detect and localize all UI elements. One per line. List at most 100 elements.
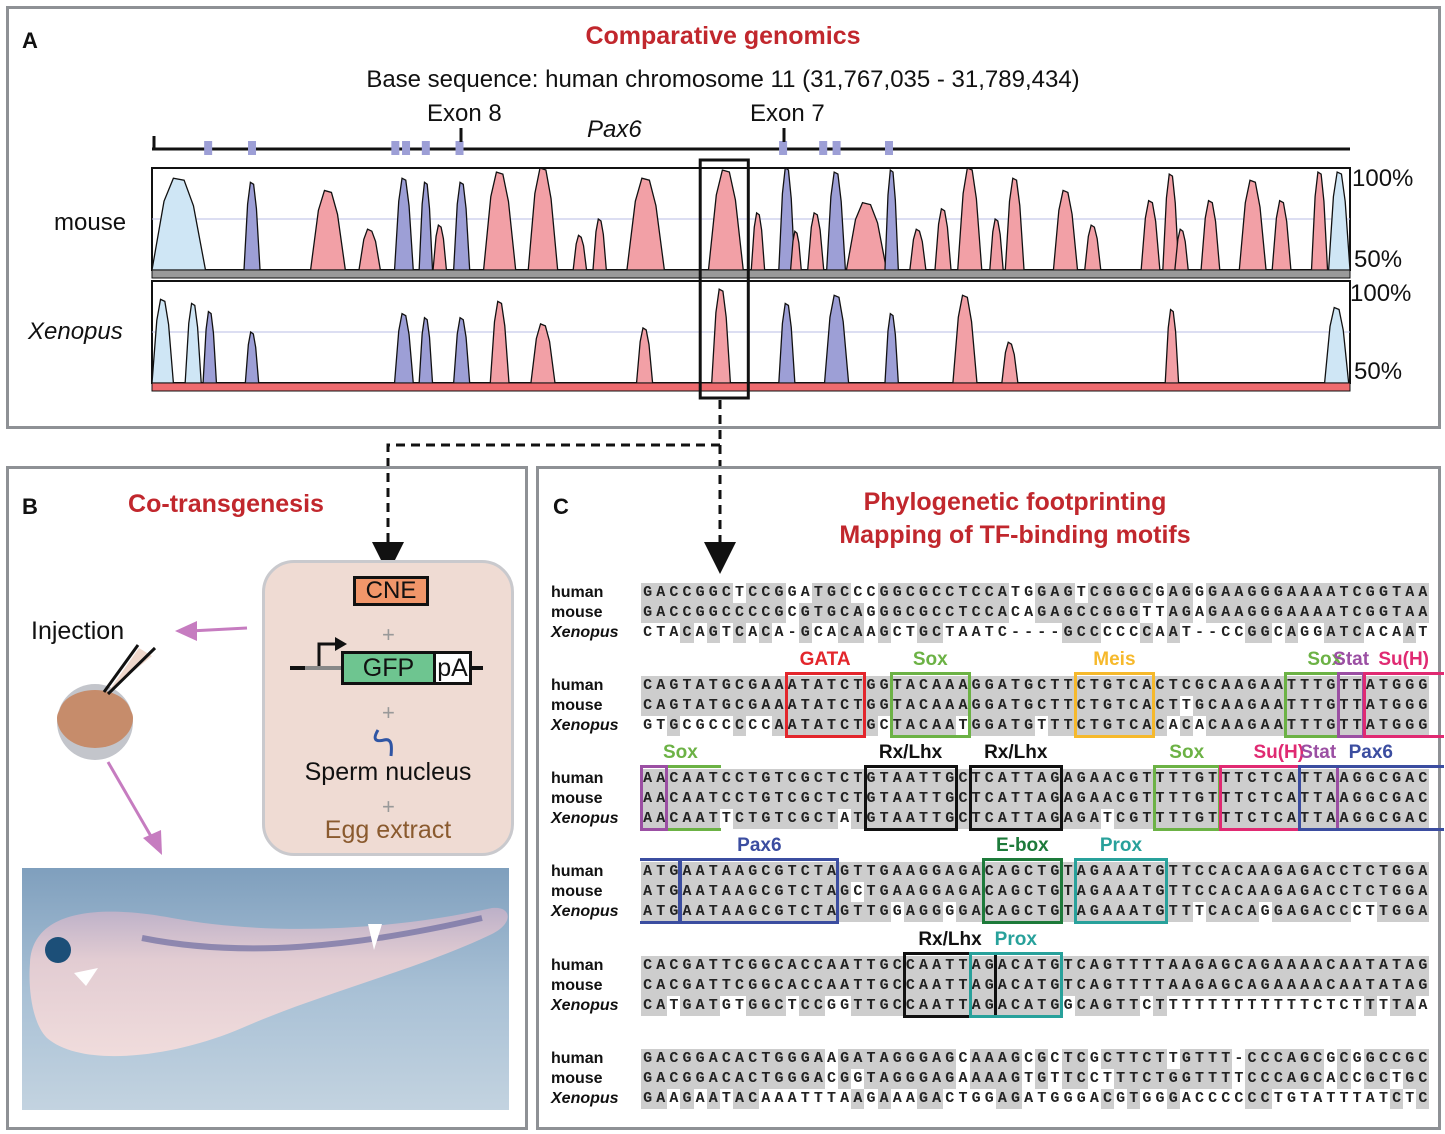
arrowhead-to-c	[704, 542, 736, 574]
species-label: human	[551, 957, 604, 974]
motif-label: Sox	[912, 649, 948, 670]
motif-box-rx-lhx	[968, 765, 1063, 831]
tadpole-body	[29, 907, 508, 1057]
egg-injection-diagram	[57, 621, 248, 855]
exon-mark	[204, 141, 213, 155]
species-label: human	[551, 770, 604, 787]
species-label: mouse	[551, 977, 603, 994]
plus-sign-3: +	[382, 794, 395, 819]
promoter-arrow-icon	[317, 642, 337, 666]
species-label: mouse	[551, 697, 603, 714]
motif-label: E-box	[995, 835, 1049, 856]
axis-label-mouse-50: 50%	[1354, 246, 1403, 273]
motif-box-e-box	[981, 858, 1063, 924]
motif-label: Prox	[1099, 835, 1143, 856]
motif-label: Su(H)	[1253, 742, 1305, 763]
gfp-construct-diagram	[290, 637, 483, 670]
dashed-line-to-b	[386, 400, 722, 545]
species-label: Xenopus	[551, 1090, 619, 1107]
arrow-to-tadpole	[106, 761, 154, 839]
motif-label: Rx/Lhx	[918, 929, 982, 950]
motif-box-meis	[1073, 672, 1155, 738]
motif-box-stat	[1336, 672, 1366, 738]
motif-box-prox	[968, 952, 1063, 1018]
species-label: mouse	[551, 604, 603, 621]
species-label: Xenopus	[551, 997, 619, 1014]
motif-label: Prox	[994, 929, 1037, 950]
injection-needle-icon	[102, 644, 140, 693]
motif-box-pax6	[679, 858, 840, 924]
motif-box-sox	[1152, 765, 1221, 831]
arrowhead-to-b	[372, 542, 404, 574]
exon-mark	[455, 141, 464, 155]
exon-mark	[421, 141, 430, 155]
species-label: human	[551, 863, 604, 880]
motif-box-prox	[1073, 858, 1168, 924]
exon-8-label: Exon 8	[427, 100, 502, 127]
axis-label-xenopus-50: 50%	[1354, 358, 1403, 385]
motif-box-sox	[889, 672, 971, 738]
alignment-coverage-bar	[151, 269, 1351, 279]
injection-mix-box	[262, 560, 514, 856]
motif-label: Sox	[1169, 742, 1205, 763]
panel-b-title: Co-transgenesis	[128, 490, 324, 518]
species-label: Xenopus	[551, 624, 619, 641]
panel-a-title: Comparative genomics	[585, 22, 861, 50]
exon-mark	[402, 141, 411, 155]
motif-box-pax6	[1297, 765, 1445, 831]
panel-c	[536, 466, 1441, 1130]
sperm-nucleus-label: Sperm nucleus	[304, 758, 472, 786]
plus-sign-1: +	[382, 622, 395, 647]
motif-label: Pax6	[737, 835, 782, 856]
motif-label: GATA	[799, 649, 851, 670]
cne-box: CNE	[353, 576, 429, 606]
motif-box-stat	[640, 765, 669, 831]
panel-b	[6, 466, 528, 1130]
species-label: Xenopus	[551, 810, 619, 827]
species-label: mouse	[551, 883, 603, 900]
injection-label: Injection	[31, 617, 125, 645]
base-sequence-label: Base sequence: human chromosome 11 (31,7…	[366, 66, 1080, 93]
species-label: mouse	[551, 790, 603, 807]
eye-stain	[45, 937, 71, 963]
motif-label: Pax6	[1348, 742, 1393, 763]
motif-label: Su(H)	[1378, 649, 1430, 670]
axis-label-mouse-100: 100%	[1352, 165, 1414, 192]
species-label: mouse	[551, 1070, 603, 1087]
axis-label-xenopus-100: 100%	[1350, 280, 1412, 307]
panel-c-title-1: Phylogenetic footprinting	[863, 488, 1167, 516]
species-label: Xenopus	[551, 717, 619, 734]
exon-mark	[884, 141, 893, 155]
highlighted-cne-box	[698, 158, 750, 400]
alignment-coverage-bar	[151, 382, 1351, 392]
gene-name-label: Pax6	[587, 116, 642, 143]
exon-mark	[391, 141, 400, 155]
panel-a-letter: A	[22, 28, 38, 53]
tadpole-photo	[22, 868, 509, 1110]
species-label: human	[551, 677, 604, 694]
exon-mark	[248, 141, 257, 155]
connector-arrows	[372, 400, 736, 574]
conservation-plot	[151, 128, 1351, 400]
track-label-xenopus: Xenopus	[28, 318, 123, 345]
motif-label: Meis	[1093, 649, 1136, 670]
panel-c-title-2: Mapping of TF-binding motifs	[839, 521, 1191, 549]
track-label-mouse: mouse	[54, 209, 127, 236]
species-label: Xenopus	[551, 903, 619, 920]
